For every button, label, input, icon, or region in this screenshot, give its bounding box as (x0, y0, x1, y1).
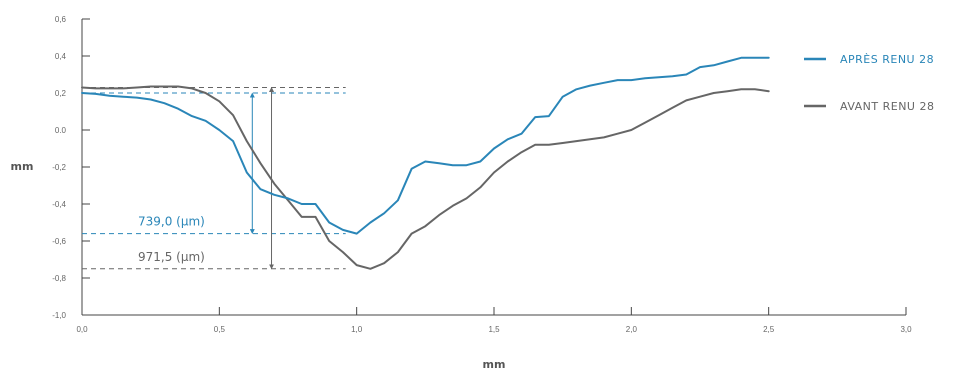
annotations: 739,0 (µm) 971,5 (µm) (82, 87, 346, 268)
y-axis: 0,6 0,4 0,2 0.0 -0,2 -0,4 -0,6 -0,8 -1,0 (52, 15, 90, 320)
legend-label: APRÈS RENU 28 (840, 53, 934, 66)
y-tick-label: -0,4 (52, 200, 66, 209)
x-tick-label: 3,0 (900, 325, 912, 334)
x-tick-label: 1,5 (488, 325, 500, 334)
x-tick-label: 0,0 (76, 325, 88, 334)
y-tick-label: 0,6 (55, 15, 67, 24)
legend: APRÈS RENU 28 AVANT RENU 28 (804, 53, 934, 113)
x-tick-label: 1,0 (351, 325, 363, 334)
y-tick-label: -0,6 (52, 237, 66, 246)
y-tick-label: 0,2 (55, 89, 67, 98)
y-tick-label: -0,8 (52, 274, 66, 283)
y-tick-label: 0,4 (55, 52, 67, 61)
y-tick-label: 0.0 (55, 126, 67, 135)
series-line-1 (82, 87, 769, 269)
x-ticks: 0,0 0,5 1,0 1,5 2,0 2,5 3,0 (76, 307, 912, 334)
x-tick-label: 0,5 (214, 325, 226, 334)
x-tick-label: 2,0 (626, 325, 638, 334)
legend-label: AVANT RENU 28 (840, 100, 934, 113)
y-tick-label: -0,2 (52, 163, 66, 172)
annotation-label: 971,5 (µm) (138, 250, 205, 264)
annotation-label: 739,0 (µm) (138, 215, 205, 229)
x-axis: 0,0 0,5 1,0 1,5 2,0 2,5 3,0 (76, 307, 912, 334)
x-tick-label: 2,5 (763, 325, 775, 334)
y-tick-label: -1,0 (52, 311, 66, 320)
x-axis-title: mm (483, 358, 506, 370)
series-lines (82, 58, 769, 269)
y-axis-title: mm (11, 160, 34, 173)
y-ticks: 0,6 0,4 0,2 0.0 -0,2 -0,4 -0,6 -0,8 -1,0 (52, 15, 90, 320)
series-line-0 (82, 58, 769, 234)
